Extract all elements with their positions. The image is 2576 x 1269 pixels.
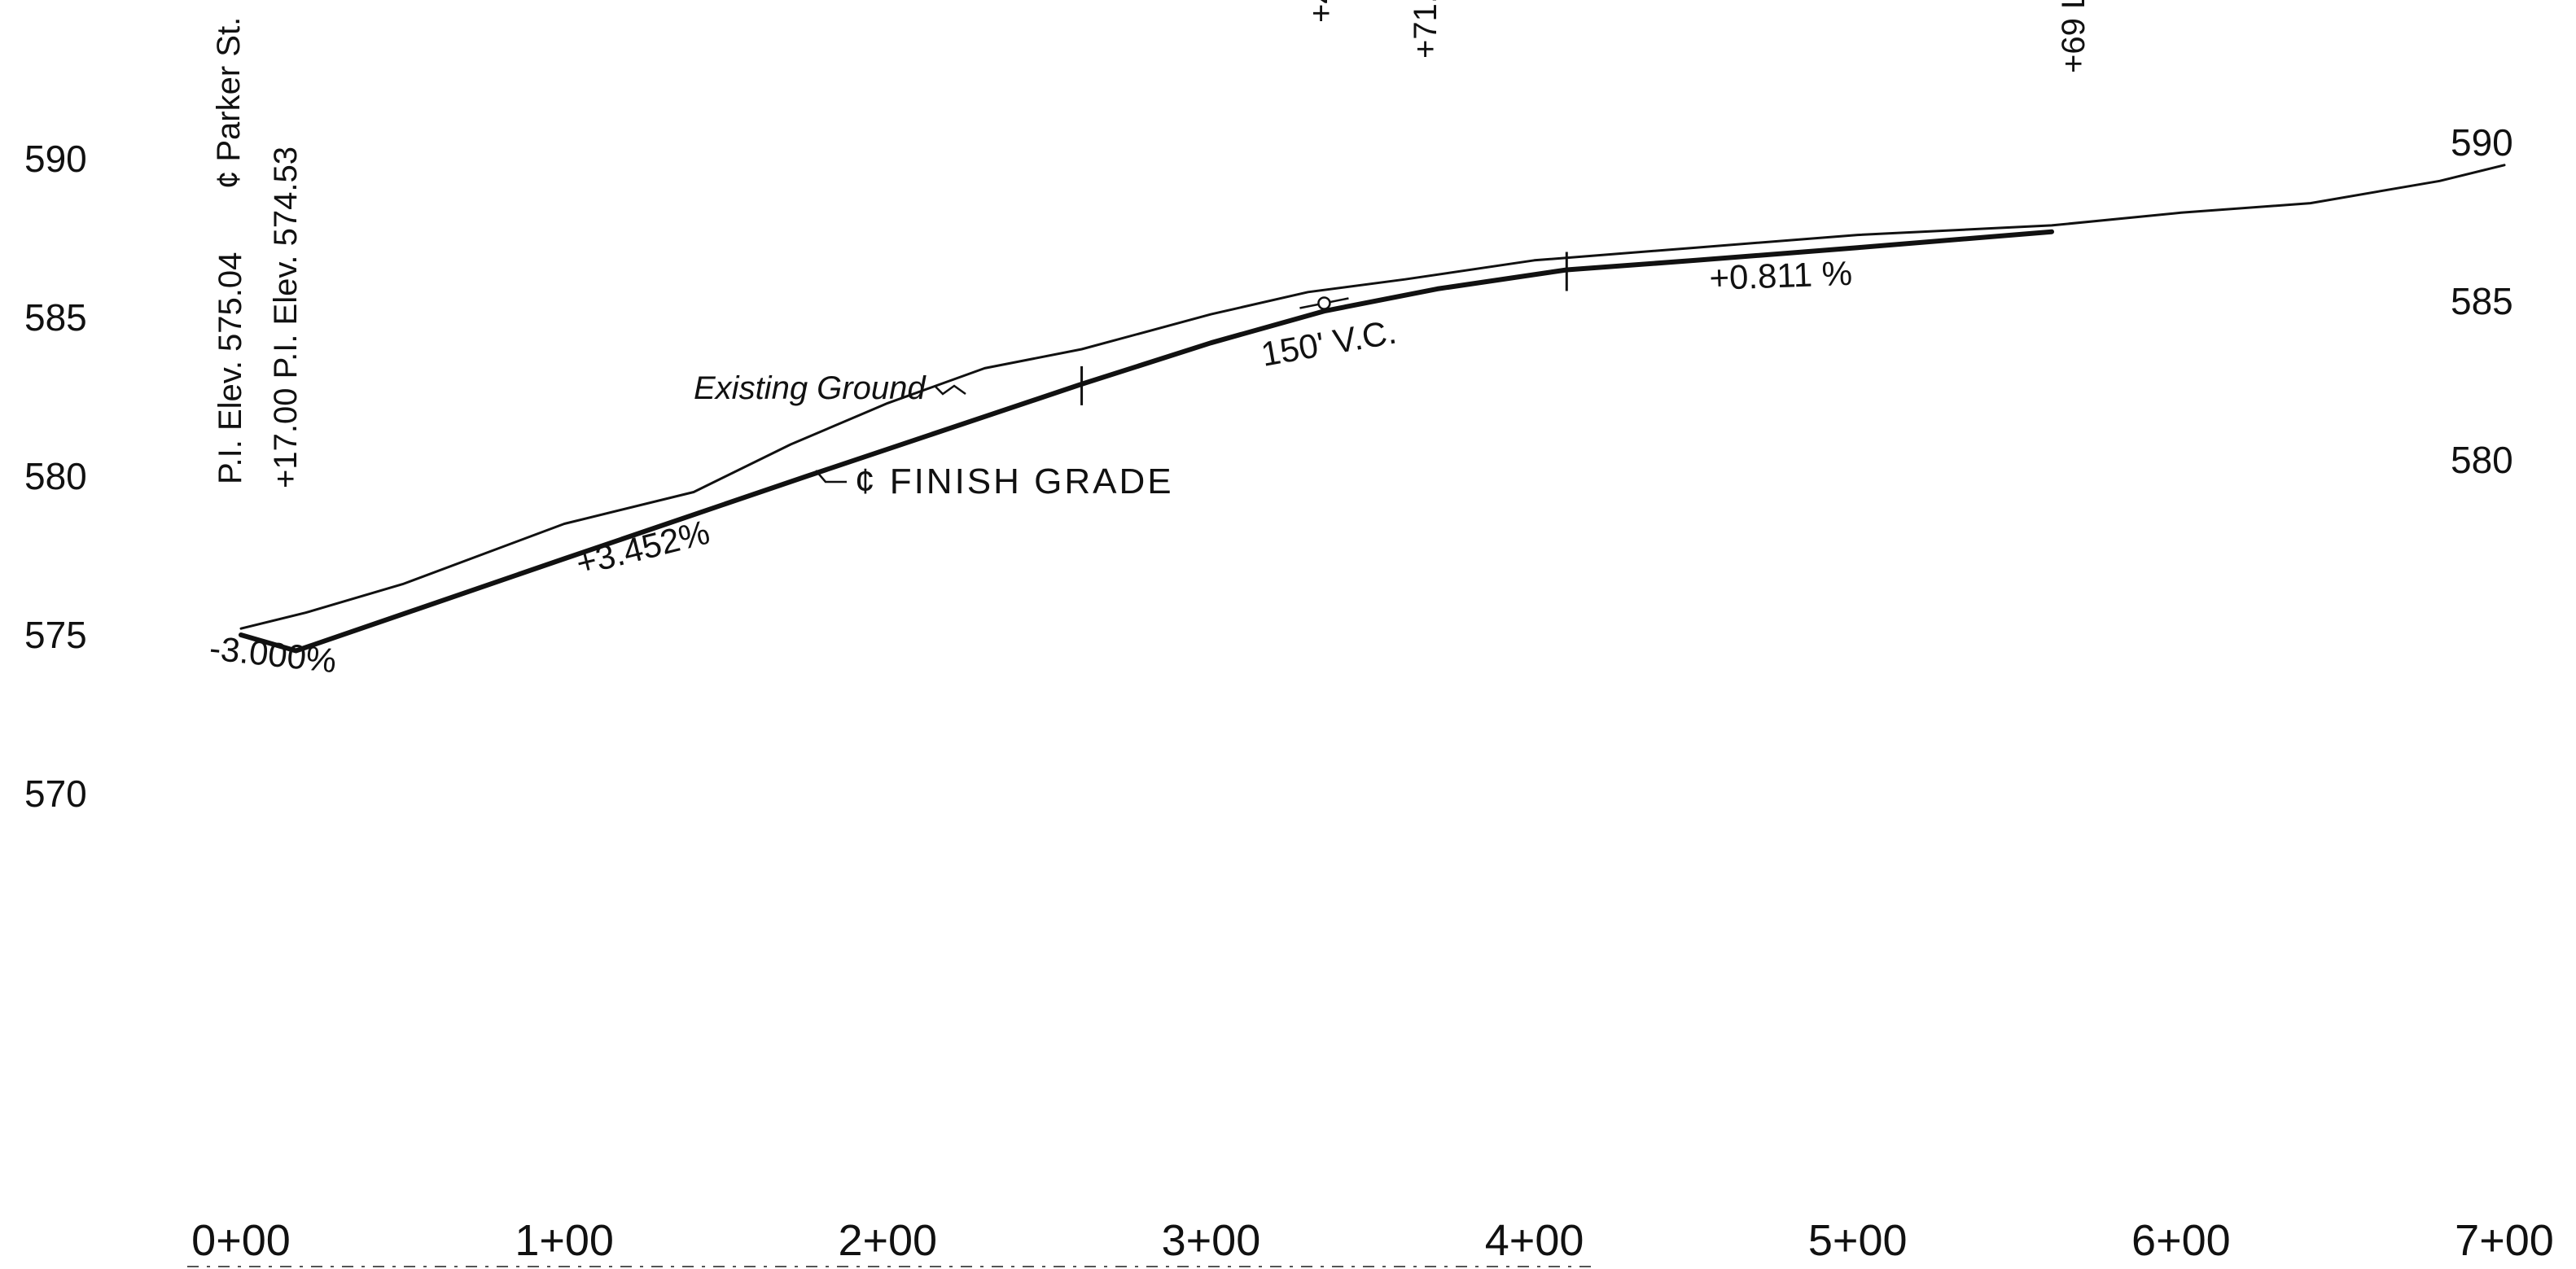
right-elevation-tick-580: 580 <box>2451 439 2513 481</box>
station-tick-0+00: 0+00 <box>191 1216 291 1265</box>
existing-ground-leader <box>934 384 966 396</box>
finish-grade-leader <box>815 470 847 484</box>
left-elevation-tick-585: 585 <box>24 296 87 339</box>
grade-label-3: +0.811 % <box>1709 254 1853 297</box>
left-elevation-axis: 590 585 580 575 570 <box>24 138 87 815</box>
vertical-curve-markers <box>1080 252 1568 405</box>
existing-ground-line <box>239 164 2506 630</box>
top-note-2: +71.1 <box>1408 0 1444 59</box>
station-tick-2+00: 2+00 <box>838 1216 937 1265</box>
finish-grade-line <box>239 229 2054 654</box>
station-tick-4+00: 4+00 <box>1485 1216 1584 1265</box>
station-tick-7+00: 7+00 <box>2455 1216 2554 1265</box>
pi-station-note: +17.00 P.I. Elev. 574.53 <box>268 147 304 488</box>
station-tick-1+00: 1+00 <box>515 1216 614 1265</box>
top-note-1: +4 <box>1303 0 1339 23</box>
pi-elev-note: P.I. Elev. 575.04 <box>212 252 248 484</box>
top-note-3: +69 L <box>2056 0 2092 73</box>
existing-ground-label: Existing Ground <box>694 370 927 406</box>
station-axis: 0+00 1+00 2+00 3+00 4+00 5+00 6+00 7+00 <box>187 1216 2554 1267</box>
grade-label-2: +3.452% <box>572 513 713 583</box>
pvi-circle <box>1317 296 1331 310</box>
station-tick-5+00: 5+00 <box>1808 1216 1908 1265</box>
left-elevation-tick-575: 575 <box>24 614 87 656</box>
left-elevation-tick-580: 580 <box>24 455 87 497</box>
parker-st-note: ¢ Parker St. <box>211 17 247 189</box>
right-elevation-tick-585: 585 <box>2451 280 2513 322</box>
grade-label-1: -3.000% <box>208 628 338 680</box>
finish-grade-label: ¢ FINISH GRADE <box>855 462 1174 501</box>
right-elevation-axis: 590 585 580 <box>2451 121 2513 481</box>
right-elevation-tick-590: 590 <box>2451 121 2513 164</box>
station-tick-6+00: 6+00 <box>2131 1216 2231 1265</box>
left-elevation-tick-570: 570 <box>24 772 87 815</box>
left-elevation-tick-590: 590 <box>24 138 87 180</box>
station-tick-3+00: 3+00 <box>1162 1216 1261 1265</box>
profile-lines <box>239 164 2506 654</box>
